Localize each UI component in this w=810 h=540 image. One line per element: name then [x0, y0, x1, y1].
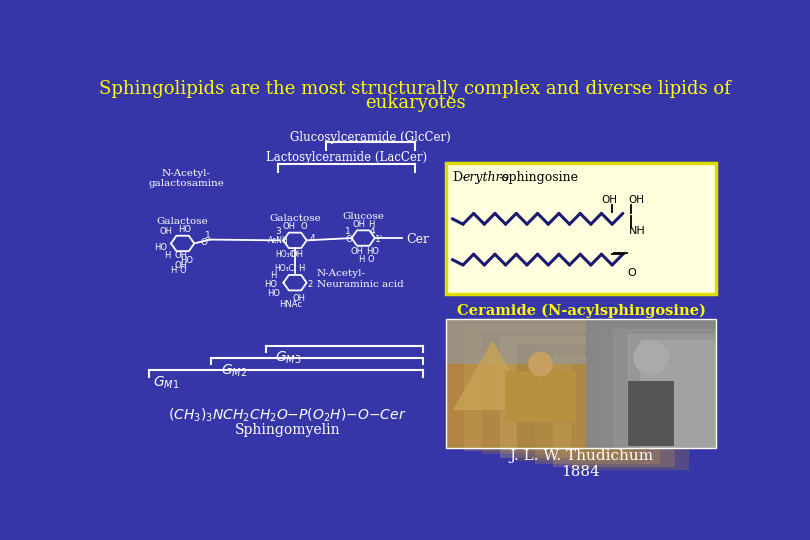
Text: OH: OH: [351, 247, 364, 256]
Text: HO₃C: HO₃C: [274, 265, 294, 273]
Bar: [500, 338, 630, 457]
Text: HO: HO: [266, 289, 279, 298]
Bar: [464, 325, 601, 451]
Text: HO: HO: [180, 256, 193, 265]
Circle shape: [529, 353, 552, 376]
Text: 1': 1': [374, 235, 383, 244]
Bar: [586, 319, 716, 448]
Text: HO: HO: [366, 247, 379, 256]
Text: 2: 2: [308, 280, 313, 289]
Text: OH: OH: [283, 222, 296, 231]
Text: Sphingolipids are the most structurally complex and diverse lipids of: Sphingolipids are the most structurally …: [100, 80, 731, 98]
Text: H: H: [164, 251, 170, 260]
Text: 4: 4: [309, 233, 315, 242]
Text: OH: OH: [175, 251, 188, 260]
Text: OH: OH: [353, 220, 366, 229]
Text: O: O: [346, 235, 352, 244]
Text: N-Acetyl-
Neuraminic acid: N-Acetyl- Neuraminic acid: [317, 269, 403, 288]
Text: OH: OH: [175, 260, 188, 269]
Text: $G_{M2}$: $G_{M2}$: [220, 362, 247, 379]
Text: J. L. W. Thudichum
1884: J. L. W. Thudichum 1884: [509, 449, 653, 479]
Text: Galactose: Galactose: [157, 218, 208, 226]
Bar: [600, 324, 716, 448]
Text: HO: HO: [178, 225, 191, 234]
Text: Lactosylceramide (LacCer): Lactosylceramide (LacCer): [266, 151, 427, 165]
Text: OH: OH: [291, 249, 304, 259]
Bar: [518, 343, 646, 461]
Bar: [641, 340, 716, 448]
Bar: [571, 362, 689, 470]
Text: Ceramide (N-acylsphingosine): Ceramide (N-acylsphingosine): [457, 304, 706, 319]
Text: N-Acetyl-
galactosamine: N-Acetyl- galactosamine: [148, 169, 224, 188]
Text: H: H: [298, 265, 305, 273]
Text: OH: OH: [629, 195, 645, 205]
Bar: [553, 356, 675, 467]
Bar: [628, 381, 675, 445]
Text: NH: NH: [629, 226, 645, 236]
Text: 4: 4: [369, 227, 375, 237]
Text: Sphingomyelin: Sphingomyelin: [234, 423, 340, 437]
Text: Glucosylceramide (GlcCer): Glucosylceramide (GlcCer): [290, 131, 451, 144]
Text: H: H: [270, 271, 276, 280]
Bar: [627, 334, 716, 448]
Text: D-: D-: [452, 171, 467, 184]
Polygon shape: [454, 342, 531, 409]
Bar: [446, 164, 716, 294]
Text: OH: OH: [159, 227, 172, 235]
Bar: [446, 319, 586, 448]
Text: HNAc: HNAc: [279, 300, 303, 309]
Text: 1: 1: [205, 231, 211, 240]
Text: eukaryotes: eukaryotes: [364, 94, 466, 112]
Bar: [482, 331, 616, 455]
Text: $(CH_3)_3NCH_2CH_2O\mathrm{-}P(O_2H)\mathrm{-}O\mathrm{-}Cer$: $(CH_3)_3NCH_2CH_2O\mathrm{-}P(O_2H)\mat…: [168, 407, 407, 424]
Text: Cer: Cer: [406, 233, 428, 246]
Text: HO₃C: HO₃C: [275, 249, 296, 259]
Bar: [586, 319, 716, 448]
Text: erythro: erythro: [463, 171, 509, 184]
Bar: [505, 370, 576, 422]
Text: Galactose: Galactose: [269, 214, 321, 224]
Bar: [613, 329, 716, 448]
Bar: [446, 319, 586, 448]
Text: 3: 3: [275, 227, 281, 235]
Text: AcNH: AcNH: [267, 236, 288, 245]
Text: O: O: [628, 268, 637, 278]
Bar: [446, 319, 586, 364]
Bar: [535, 350, 660, 464]
Text: H: H: [368, 220, 374, 229]
Text: $G_{M3}$: $G_{M3}$: [275, 350, 301, 366]
Text: O: O: [301, 222, 308, 231]
Text: H O: H O: [360, 255, 375, 264]
Text: HO: HO: [264, 280, 277, 289]
Bar: [446, 319, 716, 448]
Text: O: O: [201, 238, 208, 247]
Text: HO: HO: [155, 243, 168, 252]
Text: H O: H O: [171, 266, 186, 275]
Text: -sphingosine: -sphingosine: [499, 171, 579, 184]
Text: OH: OH: [601, 195, 617, 205]
Text: Glucose: Glucose: [343, 212, 384, 221]
Circle shape: [634, 341, 668, 375]
Text: OH: OH: [292, 294, 305, 302]
Text: $G_{M1}$: $G_{M1}$: [153, 375, 180, 391]
Text: 1: 1: [345, 227, 351, 237]
